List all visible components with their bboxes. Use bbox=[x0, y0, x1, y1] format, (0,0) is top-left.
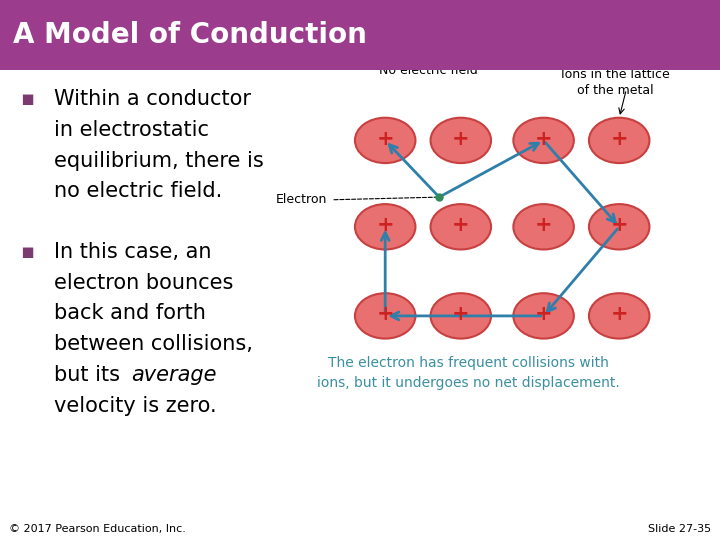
Circle shape bbox=[431, 118, 491, 163]
Text: velocity is zero.: velocity is zero. bbox=[54, 396, 217, 416]
Text: electron bounces: electron bounces bbox=[54, 273, 233, 293]
Text: +: + bbox=[611, 304, 628, 325]
Text: +: + bbox=[377, 129, 394, 149]
Circle shape bbox=[355, 204, 415, 249]
Text: between collisions,: between collisions, bbox=[54, 334, 253, 354]
Circle shape bbox=[589, 293, 649, 339]
Text: +: + bbox=[452, 304, 469, 325]
Text: +: + bbox=[535, 129, 552, 149]
Circle shape bbox=[431, 204, 491, 249]
Text: no electric field.: no electric field. bbox=[54, 181, 222, 201]
Circle shape bbox=[355, 118, 415, 163]
Text: +: + bbox=[452, 129, 469, 149]
Text: Electron: Electron bbox=[276, 193, 328, 206]
Text: In this case, an: In this case, an bbox=[54, 242, 212, 262]
Text: ▪: ▪ bbox=[20, 89, 35, 109]
Circle shape bbox=[513, 293, 574, 339]
Circle shape bbox=[355, 293, 415, 339]
Circle shape bbox=[589, 204, 649, 249]
Text: +: + bbox=[452, 215, 469, 235]
Bar bbox=[0, 0, 720, 70]
Circle shape bbox=[513, 118, 574, 163]
Text: ▪: ▪ bbox=[20, 242, 35, 262]
Text: No electric field: No electric field bbox=[379, 64, 478, 77]
Text: +: + bbox=[535, 304, 552, 325]
Text: +: + bbox=[377, 215, 394, 235]
Text: +: + bbox=[377, 304, 394, 325]
Text: The electron has frequent collisions with
ions, but it undergoes no net displace: The electron has frequent collisions wit… bbox=[317, 356, 619, 390]
Text: +: + bbox=[611, 129, 628, 149]
Text: Slide 27-35: Slide 27-35 bbox=[648, 523, 711, 534]
Circle shape bbox=[513, 204, 574, 249]
Circle shape bbox=[431, 293, 491, 339]
Text: back and forth: back and forth bbox=[54, 303, 206, 323]
Text: +: + bbox=[535, 215, 552, 235]
Text: in electrostatic: in electrostatic bbox=[54, 120, 209, 140]
Circle shape bbox=[589, 118, 649, 163]
Text: equilibrium, there is: equilibrium, there is bbox=[54, 151, 264, 171]
Text: but its: but its bbox=[54, 365, 127, 385]
Text: average: average bbox=[131, 365, 217, 385]
Text: A Model of Conduction: A Model of Conduction bbox=[13, 21, 366, 49]
Text: Ions in the lattice
of the metal: Ions in the lattice of the metal bbox=[561, 68, 670, 97]
Text: © 2017 Pearson Education, Inc.: © 2017 Pearson Education, Inc. bbox=[9, 523, 186, 534]
Text: Within a conductor: Within a conductor bbox=[54, 89, 251, 109]
Text: +: + bbox=[611, 215, 628, 235]
